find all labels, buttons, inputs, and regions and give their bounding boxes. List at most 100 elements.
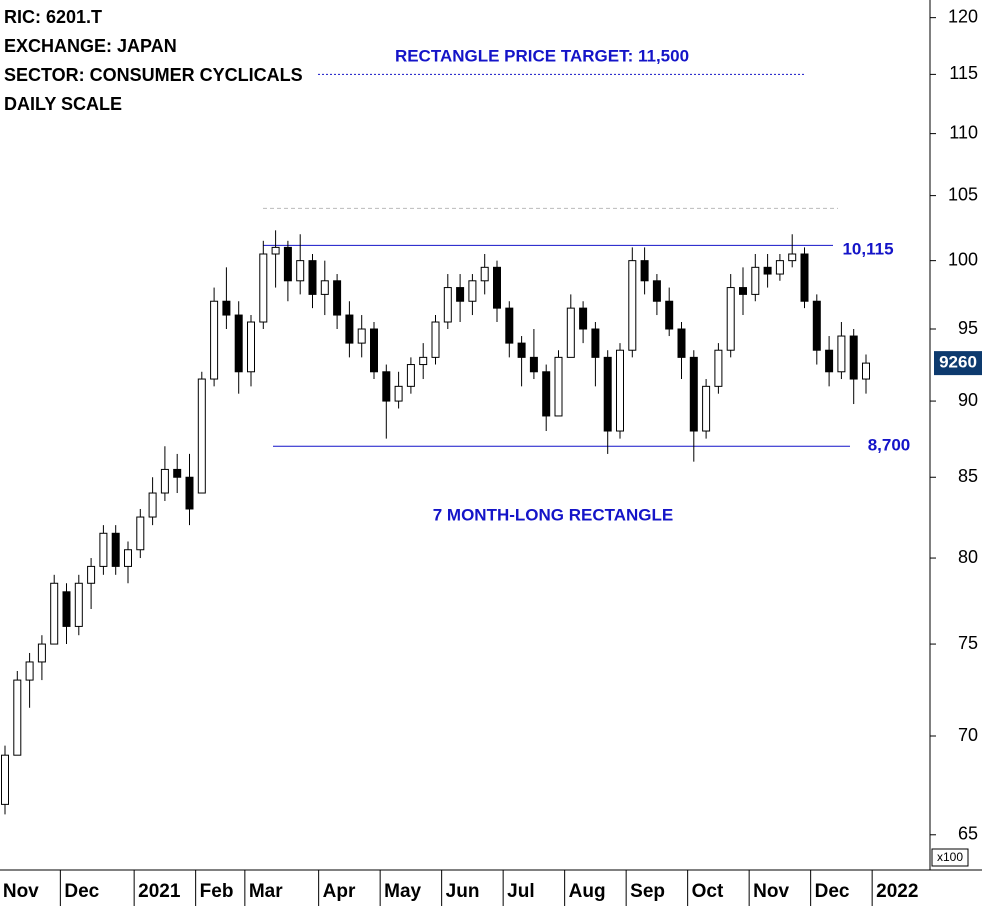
candle-body [542,371,551,417]
x-tick-label: Oct [692,881,724,902]
candle-body [333,280,342,316]
y-tick-label: 100 [948,249,978,269]
candle-body [812,300,821,351]
x-tick-label: Apr [323,881,356,902]
candle-body [124,549,132,567]
candle-body [25,661,34,681]
candle-body [1,754,9,805]
subtitle: DAILY SCALE [4,94,122,114]
candle-body [751,266,760,295]
y-tick-label: 105 [948,184,978,204]
candle-body [689,356,698,432]
candle-body [566,307,575,358]
candle-body [308,260,317,295]
candle-body [628,260,637,351]
subtitle: SECTOR: CONSUMER CYCLICALS [4,65,303,85]
candle-body [640,260,649,282]
candle-body [74,582,83,627]
candle-body [431,321,440,358]
candle-body [480,266,489,282]
candle-body [283,246,292,282]
x-tick-label: Sep [630,881,665,902]
candle-body [677,328,686,358]
candle-body [714,349,723,387]
candle-body [456,287,465,302]
reference-label: RECTANGLE PRICE TARGET: 11,500 [395,46,689,65]
y-tick-label: 120 [948,6,978,26]
annotation: 7 MONTH-LONG RECTANGLE [433,505,674,524]
candle-body [87,565,96,584]
last-price-label: 9260 [939,353,977,372]
candle-body [726,287,735,351]
x-tick-label: 2021 [138,881,181,902]
candle-body [788,253,797,262]
y-tick-label: 75 [958,633,978,653]
x-tick-label: Nov [753,881,789,902]
y-tick-label: 80 [958,547,978,567]
candle-body [554,356,563,417]
candle-body [136,516,145,551]
candle-body [222,300,231,316]
candle-body [603,356,612,432]
candle-body [517,342,526,358]
candle-body [370,328,378,373]
candle-body [382,371,391,402]
candle-body [148,492,157,518]
candle-body [394,385,403,402]
chart-title: RIC: 6201.T [4,7,102,27]
candle-body [234,314,243,373]
candle-body [505,307,514,344]
x-tick-label: 2022 [876,881,918,902]
candle-body [419,356,428,366]
x-tick-label: Jun [446,881,480,902]
y-tick-label: 95 [958,318,978,338]
candle-body [247,321,255,373]
candle-body [197,378,206,494]
candle-body [111,532,120,567]
x-tick-label: Nov [3,881,39,902]
candle-body [739,287,747,295]
candle-body [652,280,661,302]
x-tick-label: Mar [249,881,283,902]
candle-body [468,280,477,302]
y-tick-label: 115 [949,63,978,83]
candle-body [702,385,711,432]
candle-body [616,349,624,432]
candle-body [406,364,415,387]
candle-body [173,468,182,478]
candle-body [13,679,22,756]
x-tick-label: Jul [507,881,534,902]
x-tick-label: Aug [569,881,606,902]
last-price-box [934,351,982,376]
candle-body [320,280,329,295]
y-tick-label: 110 [949,122,978,142]
reference-label: 10,115 [842,239,893,258]
subtitle: EXCHANGE: JAPAN [4,36,177,56]
x-tick-label: Feb [200,881,234,902]
x-tick-label: May [384,881,421,902]
candle-body [99,532,108,567]
candle-body [775,260,784,275]
candle-body [160,468,169,494]
y-tick-label: 85 [958,466,978,486]
candle-body [50,582,59,645]
unit-label: x100 [937,850,963,864]
candle-body [37,643,46,663]
candle-body [345,314,354,344]
candle-body [493,266,501,309]
candle-body [529,356,538,373]
candle-body [357,328,366,344]
unit-box [931,848,969,867]
y-tick-label: 65 [958,824,978,844]
candle-body [271,246,280,255]
candle-body [296,260,305,282]
y-tick-label: 70 [958,725,978,745]
x-tick-label: Dec [64,881,99,902]
x-tick-label: Dec [815,881,850,902]
candle-body [665,300,674,330]
candle-body [849,335,858,380]
candle-body [185,476,194,510]
candle-body [579,307,588,330]
